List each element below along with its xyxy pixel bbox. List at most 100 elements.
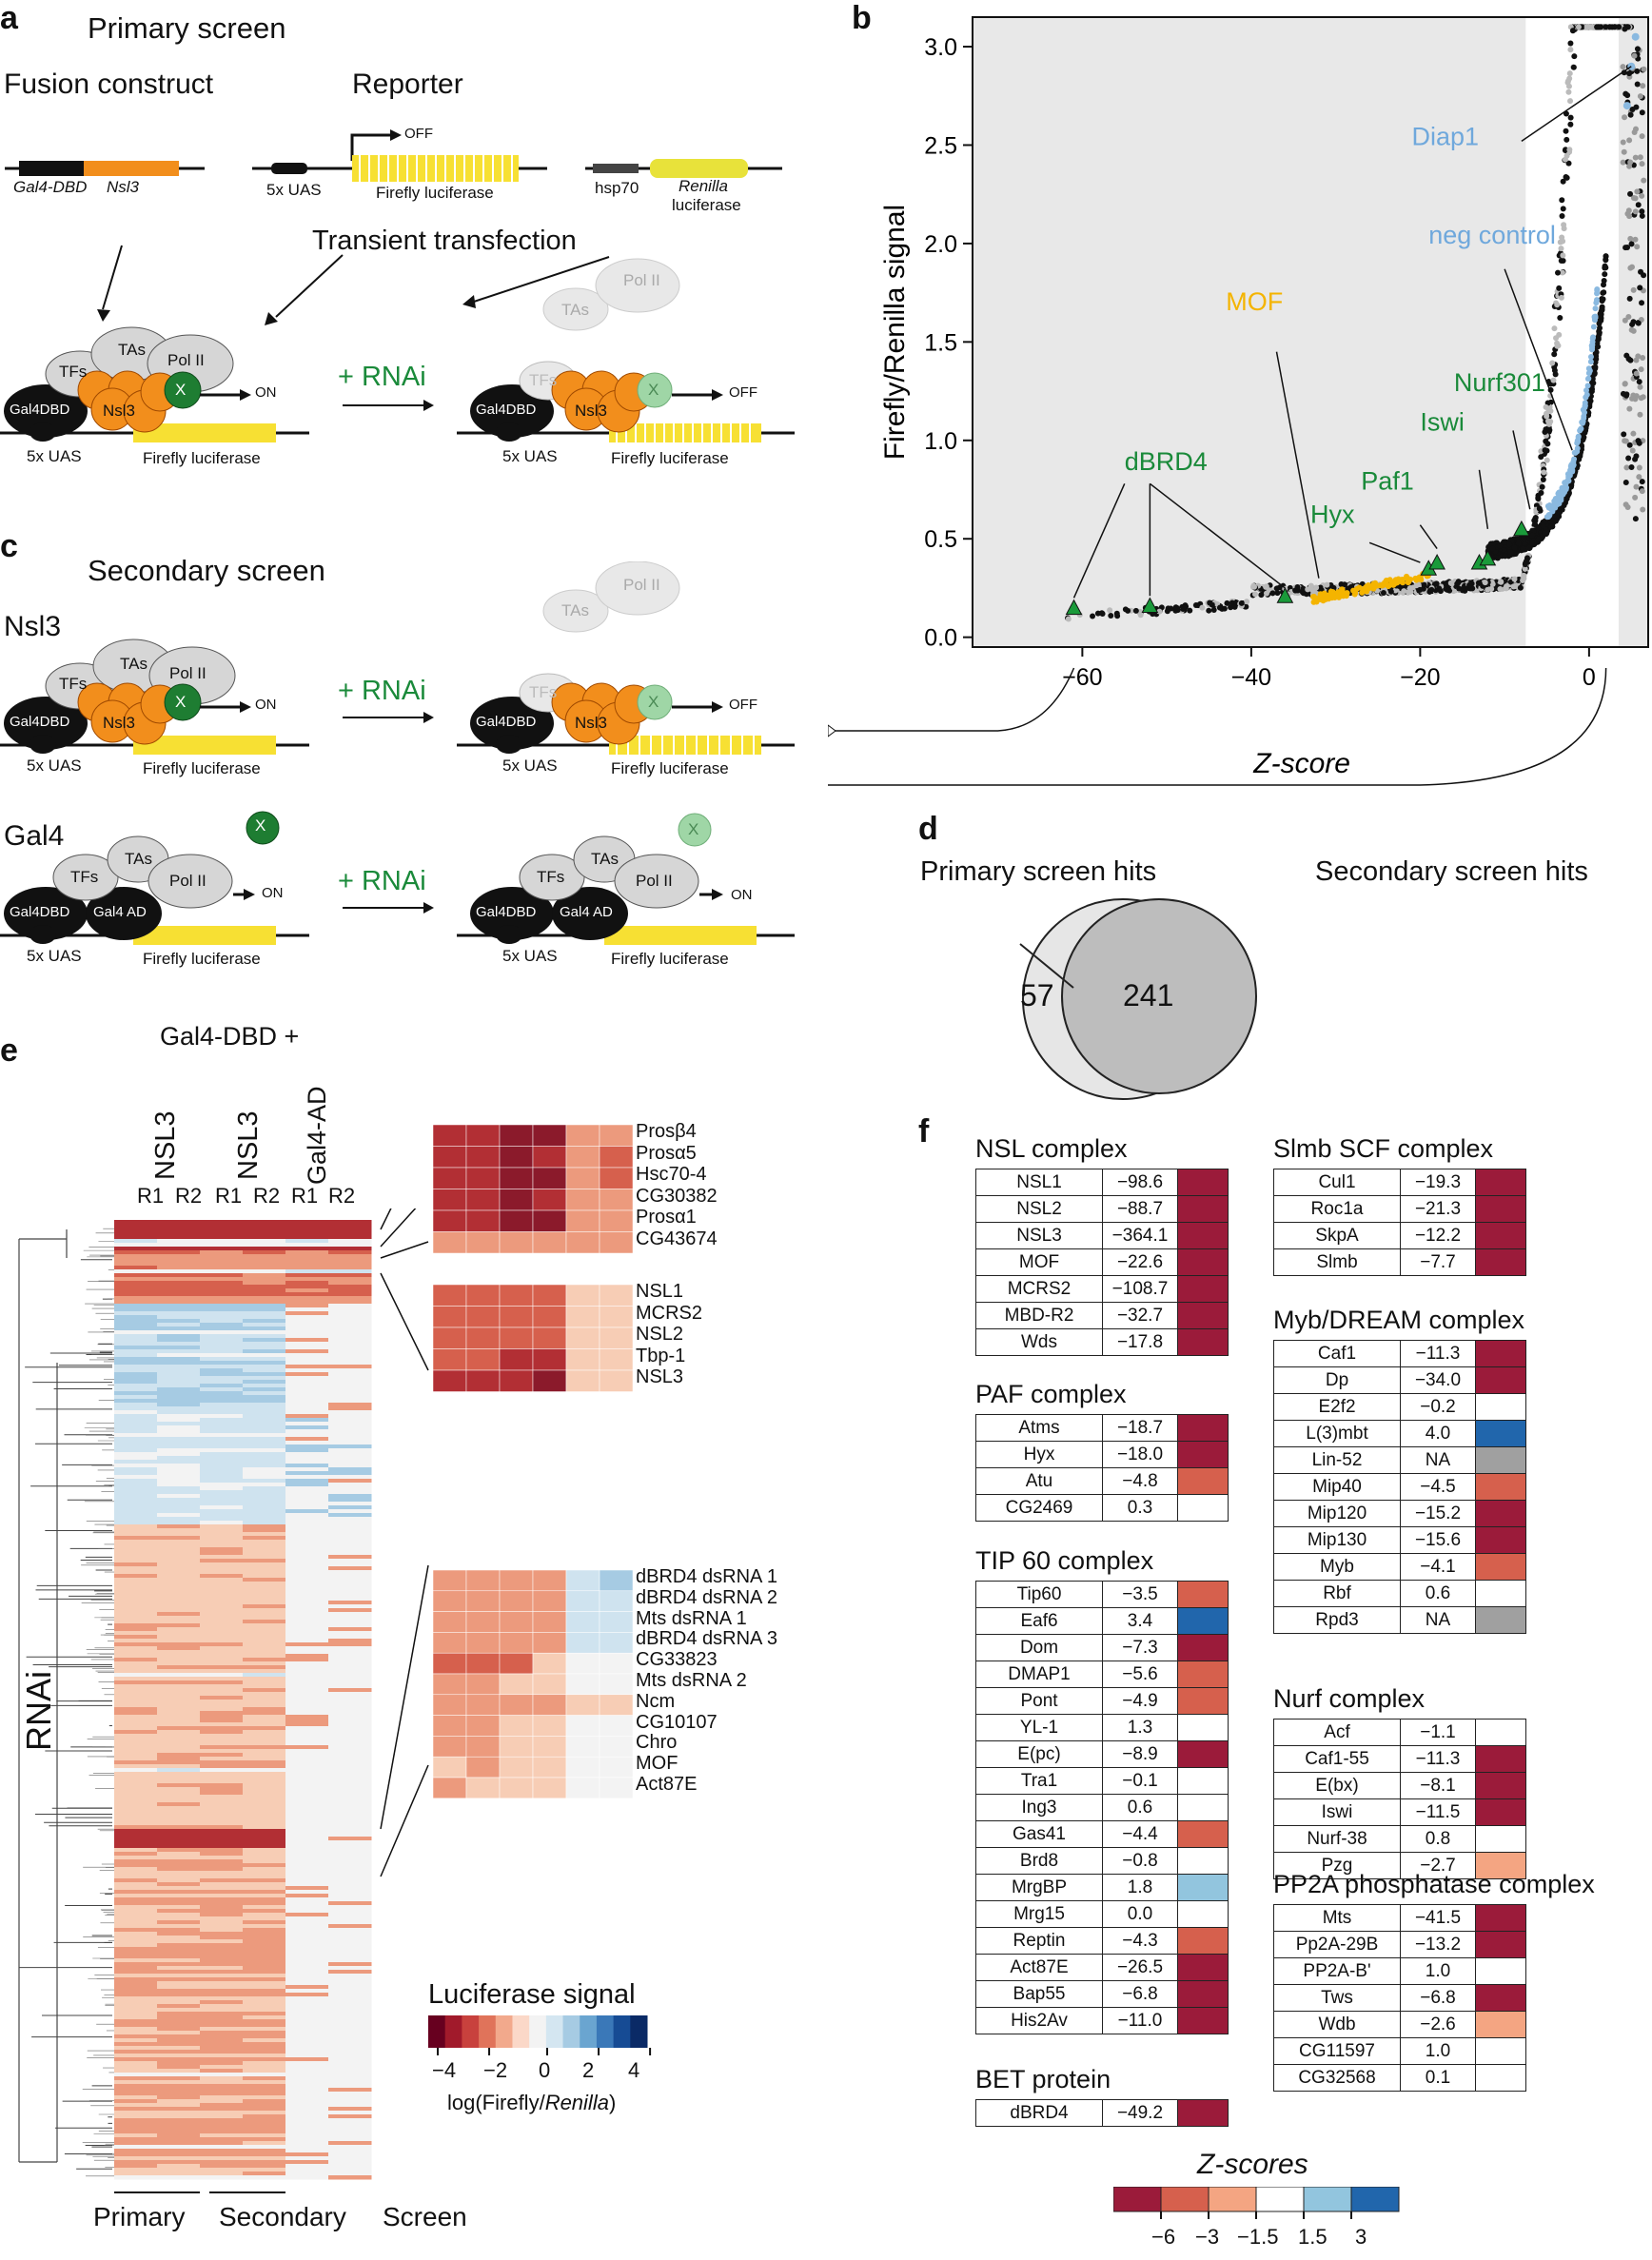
heatmap-cell (114, 1365, 158, 1369)
scatter-point (1633, 357, 1640, 364)
heatmap-cell (157, 1711, 201, 1716)
gene-name: Iswi (1273, 1798, 1401, 1826)
heatmap-cell (114, 1753, 158, 1758)
heatmap-cell (328, 2095, 372, 2100)
table-row: PP2A-B' 1.0 (1273, 1957, 1526, 1985)
heatmap-cell (328, 1464, 372, 1468)
heatmap-cell (114, 1738, 158, 1742)
heatmap-cell (157, 1776, 201, 1780)
heatmap-cell (114, 1962, 158, 1967)
heatmap-cell (285, 2034, 329, 2039)
gal4dbd-node-c2: Gal4DBD (476, 714, 537, 730)
heatmap-cell (157, 1403, 201, 1407)
heatmap-cell (157, 1231, 201, 1236)
heatmap-cell (114, 1772, 158, 1777)
heatmap-cell (328, 1334, 372, 1339)
table-title: Nurf complex (1273, 1684, 1426, 1713)
gene-name: E2f2 (1273, 1393, 1401, 1421)
scatter-point (1621, 431, 1627, 438)
heatmap-cell (200, 1372, 244, 1377)
zscore-value: −88.7 (1102, 1195, 1178, 1223)
zscore-color-cell (1177, 1467, 1229, 1495)
scatter-point (1636, 440, 1642, 446)
heatmap-cell (243, 1753, 286, 1758)
heatmap-cell (114, 2172, 158, 2176)
zoom-cell (565, 1306, 600, 1328)
heatmap-cell (328, 1612, 372, 1617)
zoom-row-label: MCRS2 (636, 1302, 703, 1324)
scatter-point (1502, 553, 1508, 560)
heatmap-cell (328, 1703, 372, 1708)
heatmap-cell (200, 1620, 244, 1624)
heatmap-cell (328, 2126, 372, 2131)
heatmap-cell (328, 1753, 372, 1758)
zscore-value: NA (1400, 1446, 1476, 1474)
x-node-c2: X (648, 693, 659, 711)
heatmap-cell (200, 1441, 244, 1445)
zscore-color-cell (1177, 1874, 1229, 1901)
heatmap-cell (114, 1909, 158, 1914)
heatmap-cell (328, 1403, 372, 1407)
neg-control-point (1587, 354, 1594, 361)
heatmap-cell (200, 1551, 244, 1556)
heatmap-cell (200, 1821, 244, 1826)
heatmap-cell (157, 1825, 201, 1830)
heatmap-cell (285, 1669, 329, 1674)
heatmap-cell (157, 1582, 201, 1586)
scatter-point (1273, 585, 1280, 592)
heatmap-cell (328, 1323, 372, 1327)
scatter-point (1539, 483, 1545, 490)
zoom-row-label: CG30382 (636, 1185, 718, 1207)
scatter-point (1529, 532, 1536, 539)
heatmap-cell (285, 1376, 329, 1381)
heatmap-cell (243, 1738, 286, 1742)
heatmap-cell (285, 2175, 329, 2180)
heatmap-cell (157, 1905, 201, 1910)
scatter-point (1522, 561, 1528, 568)
scatter-point (1564, 78, 1571, 85)
heatmap-cell (200, 1410, 244, 1415)
scatter-point (1637, 383, 1643, 390)
zoom-row-label: Tbp-1 (636, 1345, 686, 1366)
heatmap-cell (285, 1658, 329, 1662)
scatter-point (1628, 463, 1635, 470)
zoom-cell (599, 1231, 634, 1254)
heatmap-cell (114, 2069, 158, 2073)
x-tick-label: −40 (1231, 664, 1271, 691)
heatmap-cell (200, 1231, 244, 1236)
heatmap-cell (285, 1353, 329, 1358)
heatmap-cell (157, 1578, 201, 1582)
heatmap-cell (328, 2076, 372, 2081)
heatmap-cell (243, 1776, 286, 1780)
heatmap-cell (285, 1974, 329, 1978)
heatmap-cell (285, 1749, 329, 1754)
heatmap-cell (243, 2145, 286, 2150)
zscore-value: −2.7 (1400, 1852, 1476, 1879)
heatmap-cell (285, 1650, 329, 1655)
heatmap-cell (114, 1768, 158, 1773)
heatmap-cell (285, 1989, 329, 1994)
heatmap-cell (285, 1524, 329, 1529)
scatter-point (1628, 241, 1635, 247)
heatmap-cell (157, 2015, 201, 2020)
legend-e-swatch (545, 2015, 564, 2048)
zscore-color-cell (1177, 1687, 1229, 1715)
zoom-cell (565, 1777, 600, 1799)
heatmap-cell (200, 1993, 244, 1997)
heatmap-cell (243, 1414, 286, 1419)
gene-name: DMAP1 (975, 1661, 1103, 1688)
heatmap-cell (285, 1570, 329, 1575)
table-row: CG2469 0.3 (975, 1494, 1229, 1522)
heatmap-cell (157, 2168, 201, 2172)
heatmap-cell (157, 1277, 201, 1282)
heatmap-cell (157, 1456, 201, 1461)
heatmap-cell (200, 1627, 244, 1632)
nsl3-node-a1: Nsl3 (103, 402, 136, 420)
zscore-value: 0.0 (1102, 1900, 1178, 1928)
zoom-cell (599, 1146, 634, 1169)
zoom-cell (599, 1673, 634, 1696)
scatter-point (1567, 98, 1574, 105)
heatmap-cell (157, 1311, 201, 1316)
neg-control-point (1593, 300, 1600, 306)
table-row: Pp2A-29B −13.2 (1273, 1931, 1526, 1958)
